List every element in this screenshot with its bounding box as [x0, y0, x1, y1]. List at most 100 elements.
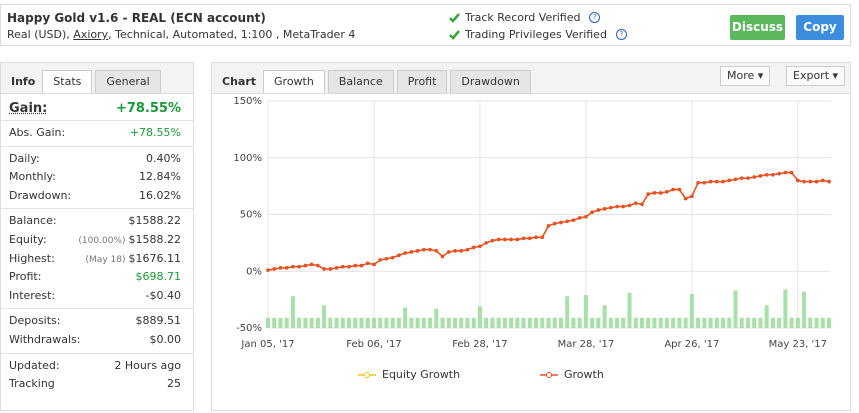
series-marker	[658, 191, 663, 195]
stats-label: Deposits:	[9, 314, 61, 328]
stats-value: $698.71	[135, 270, 182, 284]
series-marker	[303, 263, 308, 268]
bar	[365, 317, 370, 328]
stats-row: Monthly: 12.84%	[1, 168, 193, 187]
stats-row: Daily: 0.40%	[1, 150, 193, 169]
tab[interactable]: Balance	[327, 70, 394, 93]
stats-label: Abs. Gain:	[9, 126, 66, 139]
verified-item: Trading Privileges Verified?	[449, 28, 627, 41]
bar	[671, 317, 676, 328]
bar	[708, 317, 713, 328]
series-marker	[752, 175, 756, 179]
series-marker	[727, 178, 732, 183]
chart-panel: Chart Growth Balance Profit Drawdown	[211, 62, 851, 411]
bar	[696, 317, 701, 328]
bar	[428, 317, 433, 328]
bar	[322, 305, 327, 328]
series-marker	[820, 178, 825, 183]
export-menu[interactable]: Export ▾	[786, 66, 846, 86]
stats-label: Profit:	[9, 270, 42, 284]
series-marker	[347, 264, 351, 269]
bar	[583, 295, 588, 328]
series-marker	[415, 249, 420, 253]
verified-text: Trading Privileges Verified	[465, 28, 607, 41]
stats-note: (May 18)	[85, 254, 126, 265]
series-marker	[496, 237, 501, 242]
bar	[652, 317, 657, 328]
series-marker	[577, 216, 582, 220]
tab: Chart	[222, 75, 257, 88]
stats-value: $1588.22	[128, 214, 182, 228]
tab[interactable]: Drawdown	[450, 70, 531, 93]
tab[interactable]: Profit	[396, 70, 448, 93]
legend-marker	[364, 372, 370, 378]
stats-value: $1676.11	[128, 251, 182, 265]
series-marker	[272, 267, 277, 271]
bar	[521, 317, 526, 328]
series-marker	[739, 176, 744, 180]
help-icon[interactable]: ?	[589, 12, 601, 23]
discuss-button[interactable]: Discuss	[730, 15, 785, 40]
tab[interactable]: Info	[11, 75, 36, 88]
detail: , Technical, Automated, 1:100 , MetaTrad…	[108, 28, 356, 41]
tab[interactable]: Growth	[263, 70, 325, 93]
bar	[315, 317, 320, 328]
series-marker	[409, 250, 414, 254]
bar	[502, 317, 507, 328]
bar	[396, 317, 401, 328]
verified-text: Track Record Verified	[465, 11, 581, 24]
legend-label: Growth	[564, 368, 604, 381]
series-line	[267, 171, 830, 271]
tab[interactable]: General	[95, 70, 161, 93]
bar	[340, 317, 345, 328]
stats-value-wrap: $698.71	[136, 268, 182, 287]
bar	[702, 317, 707, 328]
series-marker	[671, 187, 675, 192]
bar	[290, 296, 295, 328]
bar	[745, 317, 750, 328]
bar	[777, 317, 782, 328]
bar	[602, 305, 607, 328]
series-marker	[565, 219, 569, 224]
system-title: Happy Gold v1.6 - REAL (ECN account)	[7, 11, 266, 25]
series-marker	[372, 262, 376, 267]
bar	[496, 317, 501, 328]
series-marker	[359, 263, 364, 268]
bar	[758, 317, 763, 328]
x-tick-label: May 23, '17	[769, 339, 827, 350]
more-menu[interactable]: More ▾	[720, 66, 771, 86]
stats-label: Drawdown:	[9, 188, 72, 202]
legend-label: Equity Growth	[382, 368, 460, 381]
series-marker	[708, 179, 713, 184]
bar	[733, 290, 738, 328]
bar	[477, 306, 482, 328]
bar	[509, 317, 514, 328]
copy-button[interactable]: Copy	[796, 15, 844, 40]
broker-link[interactable]: Axiory	[73, 28, 109, 41]
tab[interactable]: Stats	[42, 70, 93, 93]
bar	[714, 317, 719, 328]
stats-group: Balance: $1588.22 Equity: (100.00%) $1588.22…	[1, 208, 193, 308]
stats-value: $889.51	[135, 314, 182, 328]
stats-value: $0.00	[149, 332, 182, 346]
series-marker	[465, 247, 470, 252]
series-marker	[702, 180, 707, 185]
series-marker	[696, 180, 700, 185]
bar	[552, 317, 557, 328]
stats-value-wrap: 2 Hours ago	[114, 357, 181, 376]
bar	[608, 317, 613, 328]
stats-label: Daily:	[9, 151, 40, 165]
y-tick-label: 100%	[233, 153, 262, 164]
series-marker	[808, 179, 813, 184]
series-marker	[827, 179, 831, 184]
bar	[284, 317, 289, 328]
bar	[334, 317, 339, 328]
series-marker	[652, 191, 657, 195]
series-marker	[291, 264, 295, 269]
menu-label: More	[727, 69, 755, 82]
stats-label: Highest:	[9, 251, 55, 265]
help-icon[interactable]: ?	[615, 29, 627, 40]
bar	[739, 317, 744, 328]
legend-marker	[546, 372, 552, 378]
stats-label: Withdrawals:	[9, 332, 81, 346]
